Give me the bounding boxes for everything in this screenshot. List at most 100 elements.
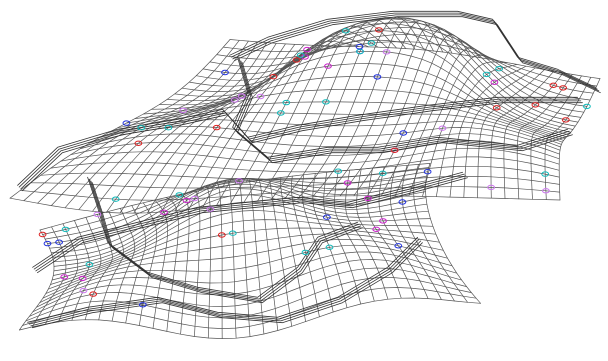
- ridge-line: [27, 236, 418, 323]
- vertex-marker-blue: [399, 130, 408, 136]
- upper-lobe-row-line: [222, 41, 598, 87]
- upper-lobe-col-line: [215, 35, 370, 207]
- lower-lobe-row-line: [47, 175, 427, 244]
- ridge-line: [232, 14, 600, 92]
- vertex-marker-red: [292, 57, 301, 63]
- ridge-line: [22, 102, 583, 192]
- vertex-marker-cyan: [367, 40, 376, 46]
- lower-lobe-col-line: [280, 177, 306, 322]
- lower-lobe-col-line: [19, 229, 55, 331]
- vertex-marker-cyan: [228, 230, 237, 236]
- lower-lobe-col-line: [188, 190, 201, 337]
- vertex-marker-blue: [138, 302, 147, 308]
- ridge-line: [92, 182, 363, 304]
- upper-lobe-col-line: [530, 75, 582, 200]
- vertex-marker-cyan: [296, 52, 305, 58]
- vertex-marker-violet: [237, 93, 246, 99]
- upper-lobe-col-line: [147, 45, 323, 214]
- vertex-marker-magenta: [160, 209, 168, 216]
- vertex-marker-violet: [542, 188, 550, 194]
- vertex-marker-red: [38, 231, 47, 238]
- upper-lobe-col-line: [490, 70, 555, 199]
- vertex-marker-violet: [190, 195, 199, 202]
- vertex-marker-cyan: [325, 244, 334, 251]
- upper-lobe-col-line: [422, 61, 508, 197]
- ridge-line: [88, 178, 360, 300]
- lower-lobe-col-line: [378, 166, 429, 299]
- vertex-marker-cyan: [276, 110, 285, 116]
- ridge-line: [32, 242, 423, 329]
- vertex-marker-red: [531, 102, 540, 108]
- upper-lobe-col-line: [270, 18, 407, 200]
- upper-lobe-col-line: [78, 42, 277, 211]
- lower-lobe-col-line: [152, 199, 168, 329]
- vertex-marker-violet: [438, 125, 447, 131]
- upper-lobe-col-line: [174, 45, 342, 212]
- upper-lobe-col-line: [298, 16, 425, 198]
- vertex-marker-magenta: [379, 218, 387, 224]
- lower-lobe-col-line: [290, 175, 320, 318]
- lower-lobe-col-line: [200, 185, 212, 339]
- ridge-line: [237, 62, 573, 164]
- upper-lobe-col-line: [516, 74, 573, 200]
- vertex-marker-cyan: [301, 249, 310, 256]
- upper-lobe-col-line: [257, 21, 397, 202]
- ridge-line: [87, 176, 358, 298]
- lower-lobe-col-line: [390, 165, 442, 300]
- vertex-marker-red: [492, 105, 501, 111]
- ridge-line: [235, 60, 572, 162]
- upper-lobe-col-line: [339, 23, 453, 197]
- lower-lobe-col-line: [334, 170, 375, 302]
- lower-lobe-col-line: [165, 197, 179, 332]
- vertex-marker-blue: [355, 44, 364, 50]
- ridge-line: [30, 240, 422, 327]
- vertex-marker-magenta: [372, 226, 381, 233]
- lower-lobe-col-line: [138, 202, 158, 326]
- vertex-marker-cyan: [61, 226, 70, 233]
- upper-lobe-col-line: [558, 78, 601, 201]
- vertex-marker-blue: [43, 240, 52, 247]
- upper-lobe-col-line: [367, 34, 471, 197]
- vertex-marker-red: [375, 27, 383, 33]
- lower-lobe-col-line: [345, 169, 389, 300]
- upper-lobe-col-line: [380, 40, 481, 197]
- upper-lobe-col-line: [9, 39, 231, 199]
- vertex-marker-magenta: [60, 274, 69, 280]
- vertex-marker-cyan: [541, 171, 550, 177]
- vertex-marker-cyan: [482, 71, 491, 78]
- ridge-line: [37, 177, 468, 274]
- vertex-marker-red: [212, 124, 221, 131]
- vertex-marker-blue: [323, 214, 331, 220]
- ridge-line: [234, 16, 601, 94]
- upper-lobe-col-line: [353, 28, 462, 197]
- vertex-marker-magenta: [78, 275, 87, 282]
- upper-lobe-col-line: [477, 69, 545, 199]
- vertex-marker-red: [549, 82, 558, 89]
- vertex-marker-cyan: [583, 103, 591, 110]
- vertex-marker-cyan: [175, 192, 184, 198]
- upper-lobe-col-line: [229, 30, 379, 205]
- upper-lobe-col-line: [312, 17, 434, 198]
- vertex-marker-cyan: [85, 261, 94, 268]
- vertex-marker-blue: [398, 199, 407, 205]
- lower-lobe-col-line: [246, 177, 265, 335]
- ridge-line: [229, 10, 596, 88]
- vertex-marker-violet: [79, 287, 88, 294]
- vertex-marker-red: [269, 74, 278, 80]
- vertex-marker-blue: [373, 74, 382, 80]
- upper-lobe-col-line: [188, 45, 351, 210]
- vertex-marker-cyan: [378, 170, 387, 177]
- lower-lobe-mesh: [19, 163, 481, 339]
- lower-lobe-col-line: [425, 163, 481, 304]
- upper-lobe-col-line: [119, 44, 305, 214]
- lower-lobe-col-line: [356, 168, 402, 299]
- vertex-marker-magenta: [364, 195, 372, 202]
- vertex-marker-violet: [230, 97, 239, 103]
- vertex-marker-cyan: [495, 66, 504, 72]
- upper-lobe-row-line: [50, 156, 560, 173]
- vertex-marker-cyan: [164, 125, 173, 131]
- vertex-marker-red: [134, 140, 143, 147]
- upper-lobe-col-line: [105, 44, 296, 213]
